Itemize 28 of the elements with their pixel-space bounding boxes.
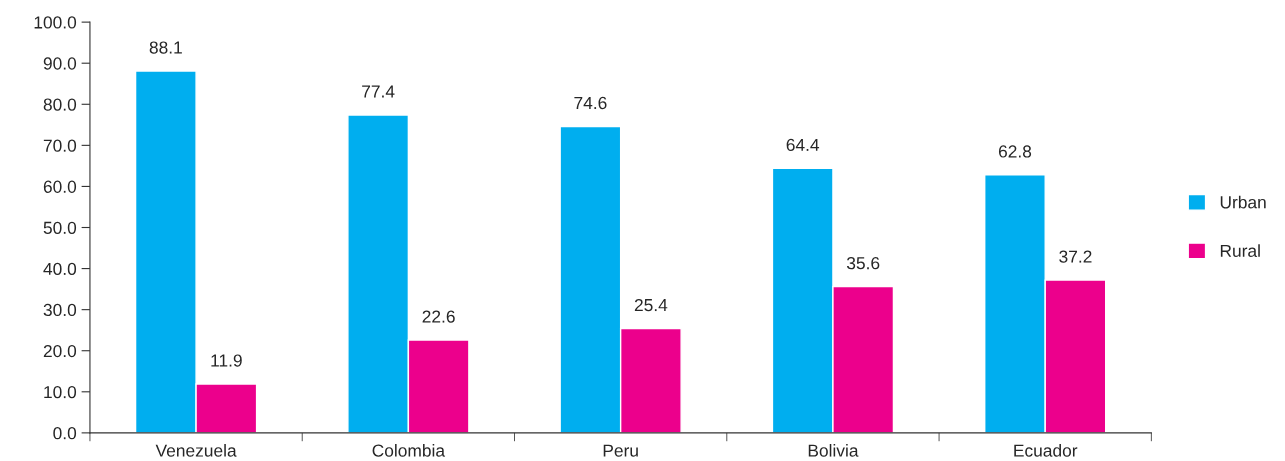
y-tick-label: 80.0 [43,98,77,111]
data-label: 37.2 [1059,250,1092,263]
x-tick-label: Venezuela [155,443,237,457]
y-tick-label: 50.0 [43,221,77,234]
data-label: 74.6 [574,96,607,110]
y-tick-label: 90.0 [43,57,77,70]
y-tick-label: 30.0 [43,303,77,317]
y-tick-label: 20.0 [43,344,77,358]
data-label: 62.8 [998,145,1032,158]
x-tick-label: Ecuador [1014,443,1078,457]
data-label: 35.6 [846,257,880,270]
x-tick-label: Peru [603,444,638,457]
data-label: 64.4 [786,138,820,152]
data-label: 88.1 [149,41,182,54]
y-tick-label: 70.0 [43,139,77,152]
x-tick-label: Colombia [372,443,446,457]
y-tick-label: 100.0 [34,16,77,29]
x-tick-label: Bolivia [808,443,859,457]
data-label: 77.4 [362,85,395,98]
legend-label: Urban [1220,195,1266,209]
data-label: 22.6 [422,310,455,323]
y-tick-label: 0.0 [53,427,77,440]
y-tick-label: 40.0 [43,262,77,276]
data-label: 11.9 [211,354,242,367]
legend-label: Rural [1220,244,1260,258]
y-tick-label: 60.0 [43,180,77,193]
y-tick-label: 10.0 [44,385,77,399]
data-label: 25.4 [634,298,668,312]
